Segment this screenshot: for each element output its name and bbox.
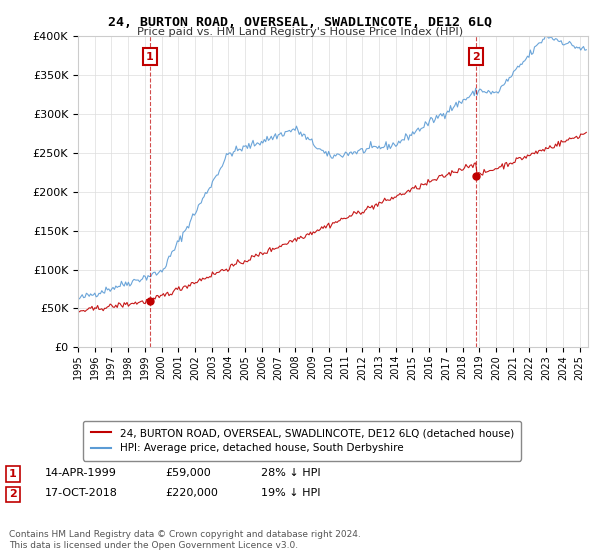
Legend: 24, BURTON ROAD, OVERSEAL, SWADLINCOTE, DE12 6LQ (detached house), HPI: Average : 24, BURTON ROAD, OVERSEAL, SWADLINCOTE, … [83,421,521,460]
Text: 1: 1 [146,52,154,62]
Text: 2: 2 [472,52,479,62]
Text: Price paid vs. HM Land Registry's House Price Index (HPI): Price paid vs. HM Land Registry's House … [137,27,463,37]
Text: 17-OCT-2018: 17-OCT-2018 [45,488,118,498]
Text: 2: 2 [9,489,17,500]
Text: 28% ↓ HPI: 28% ↓ HPI [261,468,320,478]
Text: £220,000: £220,000 [165,488,218,498]
Text: 24, BURTON ROAD, OVERSEAL, SWADLINCOTE, DE12 6LQ: 24, BURTON ROAD, OVERSEAL, SWADLINCOTE, … [108,16,492,29]
Text: 1: 1 [9,469,17,479]
Text: Contains HM Land Registry data © Crown copyright and database right 2024.
This d: Contains HM Land Registry data © Crown c… [9,530,361,550]
Text: 19% ↓ HPI: 19% ↓ HPI [261,488,320,498]
Text: £59,000: £59,000 [165,468,211,478]
Text: 14-APR-1999: 14-APR-1999 [45,468,117,478]
